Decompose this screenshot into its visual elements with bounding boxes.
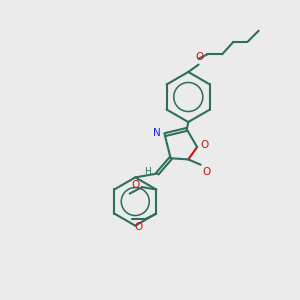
Text: H: H: [144, 167, 151, 176]
Text: O: O: [203, 167, 211, 177]
Text: O: O: [134, 222, 142, 232]
Text: N: N: [153, 128, 161, 138]
Text: O: O: [196, 52, 204, 62]
Text: O: O: [200, 140, 208, 150]
Text: O: O: [131, 180, 140, 190]
